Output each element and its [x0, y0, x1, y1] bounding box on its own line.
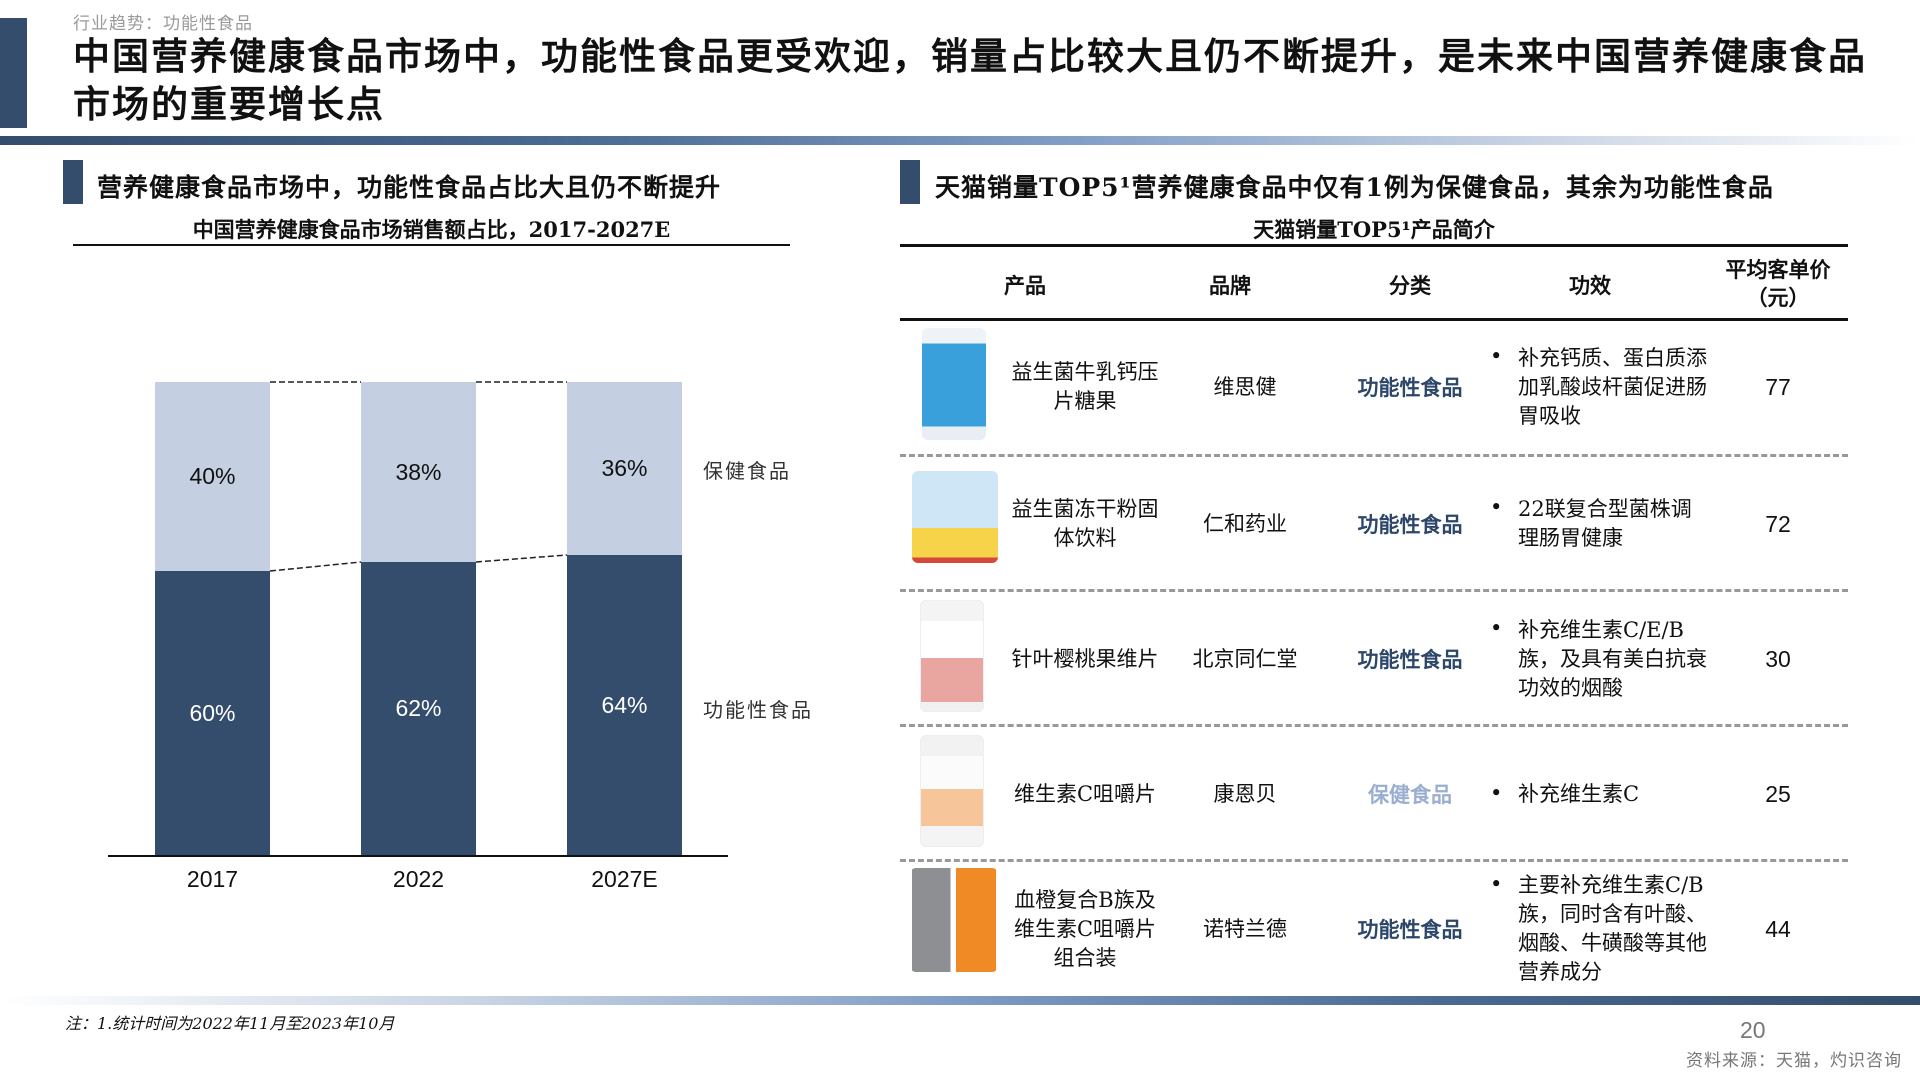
effect-text: 主要补充维生素C/B族，同时含有叶酸、烟酸、牛磺酸等其他营养成分: [1518, 873, 1707, 984]
brand: 诺特兰德: [1203, 916, 1287, 941]
value-label: 60%: [189, 699, 236, 726]
title-accent-bar: [0, 18, 27, 128]
category: 功能性食品: [1357, 374, 1463, 400]
effect-text: 补充维生素C/E/B族，及具有美白抗衰功效的烟酸: [1518, 617, 1707, 700]
product-image-two-bottles: [910, 868, 998, 972]
x-tick-label: 2022: [392, 866, 445, 892]
bar-2027e: 36% 64%: [567, 382, 682, 855]
bar-segment-health-food: 40%: [155, 382, 270, 571]
page-number: 20: [1740, 1017, 1766, 1043]
effect: • 补充钙质、蛋白质添加乳酸歧杆菌促进肠胃吸收: [1490, 320, 1708, 454]
bullet-icon: •: [1490, 616, 1503, 640]
effect: • 22联复合型菌株调理肠胃健康: [1490, 457, 1708, 591]
x-tick-label: 2027E: [591, 866, 658, 892]
bar-segment-functional-food: 64%: [567, 555, 682, 855]
category: 保健食品: [1368, 781, 1452, 807]
avg-price: 30: [1765, 645, 1791, 672]
bullet-icon: •: [1490, 781, 1503, 805]
section-marker-right: [900, 160, 920, 204]
bullet-icon: •: [1490, 872, 1503, 896]
page-title: 中国营养健康食品市场中，功能性食品更受欢迎，销量占比较大且仍不断提升，是未来中国…: [73, 34, 1867, 126]
table-top-rule: [900, 244, 1848, 247]
header-divider: [0, 136, 1920, 145]
chart-title-rule: [73, 244, 790, 246]
value-label: 40%: [189, 463, 236, 489]
effect: • 补充维生素C/E/B族，及具有美白抗衰功效的烟酸: [1490, 592, 1708, 726]
column-header-product: 产品: [1004, 273, 1046, 298]
bar-segment-health-food: 38%: [361, 382, 476, 562]
product-name: 益生菌牛乳钙压片糖果: [1011, 360, 1159, 413]
table-title: 天猫销量TOP5¹产品简介: [1253, 217, 1495, 242]
product-image-box: [912, 471, 998, 563]
brand: 北京同仁堂: [1192, 646, 1298, 671]
product-image-bottle: [922, 328, 986, 440]
column-header-brand: 品牌: [1209, 273, 1251, 298]
avg-price: 72: [1765, 510, 1791, 537]
bar-segment-functional-food: 62%: [361, 562, 476, 855]
x-tick-label: 2017: [186, 866, 239, 892]
footer-divider: [0, 996, 1920, 1005]
breadcrumb: 行业趋势：功能性食品: [73, 14, 253, 34]
source-note: 资料来源：天猫，灼识咨询: [1686, 1051, 1902, 1071]
table-row: 维生素C咀嚼片 康恩贝 保健食品 • 补充维生素C 25: [900, 727, 1848, 861]
bar-segment-health-food: 36%: [567, 382, 682, 555]
section-marker-left: [63, 160, 83, 204]
effect-text: 22联复合型菌株调理肠胃健康: [1518, 497, 1692, 550]
row-divider: [900, 859, 1848, 862]
column-header-avg-price: 平均客单价（元）: [1725, 257, 1831, 310]
avg-price: 44: [1765, 915, 1791, 942]
brand: 康恩贝: [1213, 781, 1277, 806]
table-row: 益生菌冻干粉固体饮料 仁和药业 功能性食品 • 22联复合型菌株调理肠胃健康 72: [900, 457, 1848, 591]
category: 功能性食品: [1357, 916, 1463, 942]
product-image-bottle: [920, 735, 984, 847]
bar-2022: 38% 62%: [361, 382, 476, 855]
bullet-icon: •: [1490, 344, 1503, 368]
value-label: 38%: [395, 458, 442, 485]
category: 功能性食品: [1357, 511, 1463, 537]
table-row: 益生菌牛乳钙压片糖果 维思健 功能性食品 • 补充钙质、蛋白质添加乳酸歧杆菌促进肠…: [900, 320, 1848, 454]
product-name: 维生素C咀嚼片: [1013, 781, 1157, 806]
value-label: 64%: [601, 691, 648, 718]
legend-functional-food: 功能性食品: [703, 698, 813, 722]
x-axis: [108, 855, 728, 857]
row-divider: [900, 724, 1848, 727]
column-header-category: 分类: [1389, 273, 1431, 298]
effect: • 补充维生素C: [1490, 727, 1708, 861]
product-name: 针叶樱桃果维片: [1011, 646, 1159, 671]
brand: 仁和药业: [1203, 511, 1287, 536]
footnote: 注：1.统计时间为2022年11月至2023年10月: [65, 1014, 395, 1033]
avg-price: 77: [1765, 373, 1791, 400]
column-header-effect: 功效: [1569, 273, 1611, 298]
effect-text: 补充钙质、蛋白质添加乳酸歧杆菌促进肠胃吸收: [1518, 345, 1707, 428]
chart-title: 中国营养健康食品市场销售额占比，2017-2027E: [192, 217, 671, 242]
effect-text: 补充维生素C: [1518, 781, 1640, 806]
value-label: 62%: [395, 695, 442, 721]
section-heading-left: 营养健康食品市场中，功能性食品占比大且仍不断提升: [97, 173, 722, 202]
category: 功能性食品: [1357, 646, 1463, 672]
product-image-bottle: [920, 600, 984, 712]
bullet-icon: •: [1490, 495, 1503, 519]
row-divider: [900, 454, 1848, 457]
bar-segment-functional-food: 60%: [155, 571, 270, 855]
bar-2017: 40% 60%: [155, 382, 270, 855]
avg-price: 25: [1765, 780, 1791, 807]
row-divider: [900, 589, 1848, 592]
value-label: 36%: [601, 455, 648, 481]
legend-health-food: 保健食品: [703, 459, 791, 483]
effect: • 主要补充维生素C/B族，同时含有叶酸、烟酸、牛磺酸等其他营养成分: [1490, 862, 1708, 996]
table-header-rule: [900, 318, 1848, 321]
product-name: 血橙复合B族及维生素C咀嚼片组合装: [1013, 887, 1157, 970]
section-heading-right: 天猫销量TOP5¹营养健康食品中仅有1例为保健食品，其余为功能性食品: [935, 173, 1774, 202]
table-row: 针叶樱桃果维片 北京同仁堂 功能性食品 • 补充维生素C/E/B族，及具有美白抗衰…: [900, 592, 1848, 726]
product-name: 益生菌冻干粉固体饮料: [1011, 497, 1159, 550]
brand: 维思健: [1213, 374, 1277, 399]
table-row: 血橙复合B族及维生素C咀嚼片组合装 诺特兰德 功能性食品 • 主要补充维生素C/B…: [900, 862, 1848, 996]
